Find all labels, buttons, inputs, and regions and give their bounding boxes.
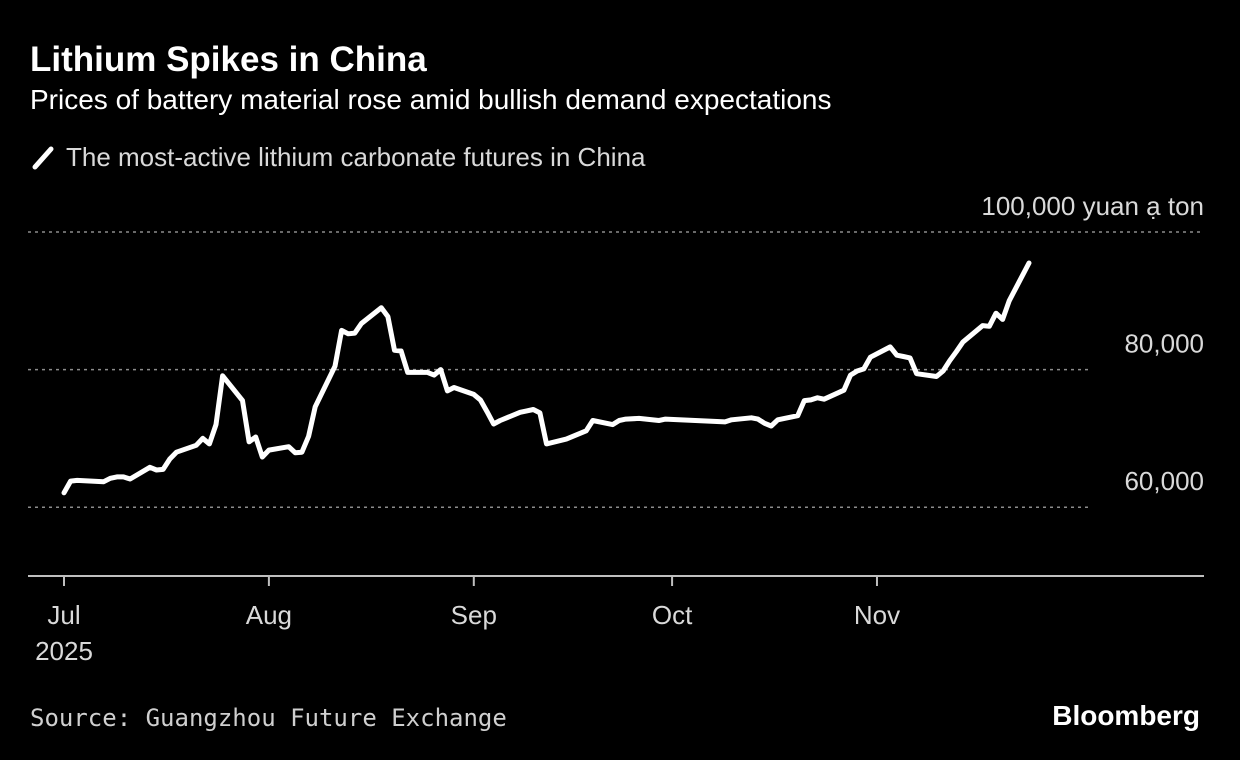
series-line-lithium-carbonate [61, 260, 1032, 496]
y-tick-label: 60,000 [1124, 466, 1204, 496]
y-tick-label: 80,000 [1124, 329, 1204, 359]
x-tick-label: Aug [246, 600, 292, 630]
y-tick-label: 100,000 yuan ạ ton [981, 191, 1204, 221]
x-tick-label: Nov [854, 600, 900, 630]
chart-subtitle: Prices of battery material rose amid bul… [30, 84, 832, 115]
legend: The most-active lithium carbonate future… [30, 142, 646, 173]
legend-label: The most-active lithium carbonate future… [66, 142, 646, 172]
x-tick-label: Jul [47, 600, 80, 630]
bloomberg-logo: Bloomberg [1052, 700, 1200, 731]
source-note: Source: Guangzhou Future Exchange [30, 704, 507, 732]
legend-swatch-line-icon [32, 146, 54, 169]
x-tick-label: Sep [451, 600, 497, 630]
x-tick-sublabel: 2025 [35, 636, 93, 666]
chart-title: Lithium Spikes in China [30, 40, 427, 79]
x-tick-label: Oct [652, 600, 693, 630]
